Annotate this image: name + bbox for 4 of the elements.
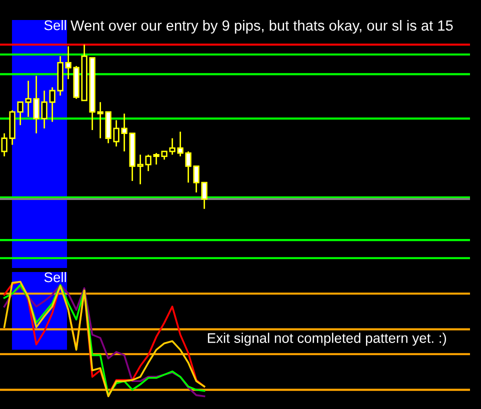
text: Sell: [44, 20, 66, 30]
text: Went over our entry by 9 pips, but thats okay, our sl is at 15: [70, 20, 453, 34]
annotation: Sell: [44, 272, 66, 282]
annotation: Exit signal not completed pattern yet. :): [208, 332, 446, 346]
